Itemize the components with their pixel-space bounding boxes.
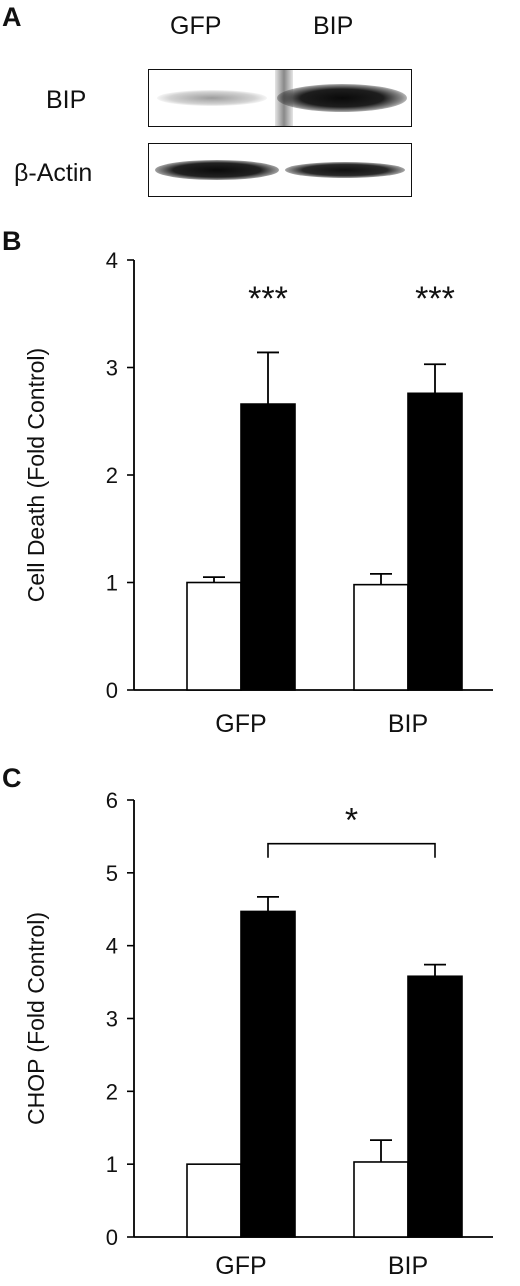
y-tick-label: 6 — [106, 788, 118, 813]
panel-letter-c: C — [2, 763, 22, 793]
bar-control — [353, 583, 409, 691]
bar-treated — [240, 403, 296, 691]
comparison-bracket — [267, 842, 436, 858]
significance-label: *** — [415, 280, 455, 318]
significance-label: *** — [248, 280, 288, 318]
x-category-label: BIP — [388, 710, 428, 738]
panel-letter-a: A — [2, 2, 22, 32]
y-axis-label: CHOP (Fold Control) — [23, 912, 49, 1125]
bar-control — [186, 581, 242, 691]
y-tick-label: 2 — [106, 1079, 118, 1104]
bar-treated — [407, 392, 463, 691]
x-category-label: BIP — [388, 1252, 428, 1280]
blot-lane-label-bip: BIP — [313, 12, 354, 40]
y-tick-label: 3 — [106, 356, 118, 381]
bar-control — [353, 1161, 409, 1238]
y-axis-label: Cell Death (Fold Control) — [23, 348, 49, 602]
y-tick-label: 0 — [106, 1225, 118, 1250]
panel-letter-b: B — [2, 226, 22, 256]
y-tick-label: 2 — [106, 463, 118, 488]
x-category-label: GFP — [215, 710, 266, 738]
blot-image-bip — [148, 69, 412, 127]
y-tick-label: 4 — [106, 934, 118, 959]
cell-death-chart: 0 1 2 3 4 Cell Death (Fold Control) GFP BIP *** *… — [23, 248, 493, 738]
chop-chart: 0 1 2 3 4 5 6 CHOP (Fold Control) GFP BIP * — [23, 788, 493, 1280]
bar-treated — [240, 910, 296, 1238]
y-tick-label: 1 — [106, 571, 118, 596]
y-tick-label: 4 — [106, 248, 118, 273]
y-tick-label: 3 — [106, 1007, 118, 1032]
y-tick-label: 0 — [106, 678, 118, 703]
comparison-label: * — [345, 802, 358, 840]
band-bip-gfp — [157, 90, 267, 106]
blot-row-label-actin: β-Actin — [14, 159, 93, 187]
y-tick-label: 1 — [106, 1152, 118, 1177]
blot-lane-label-gfp: GFP — [170, 12, 222, 40]
blot-row-label-bip: BIP — [46, 86, 87, 114]
band-actin-bip — [285, 162, 405, 178]
y-tick-label: 5 — [106, 861, 118, 886]
bar-control — [186, 1163, 242, 1238]
blot-image-actin — [148, 143, 412, 197]
x-category-label: GFP — [215, 1252, 266, 1280]
band-actin-gfp — [155, 160, 279, 180]
band-bip-smear — [275, 70, 293, 126]
band-bip-bip — [277, 84, 407, 112]
bar-treated — [407, 975, 463, 1238]
